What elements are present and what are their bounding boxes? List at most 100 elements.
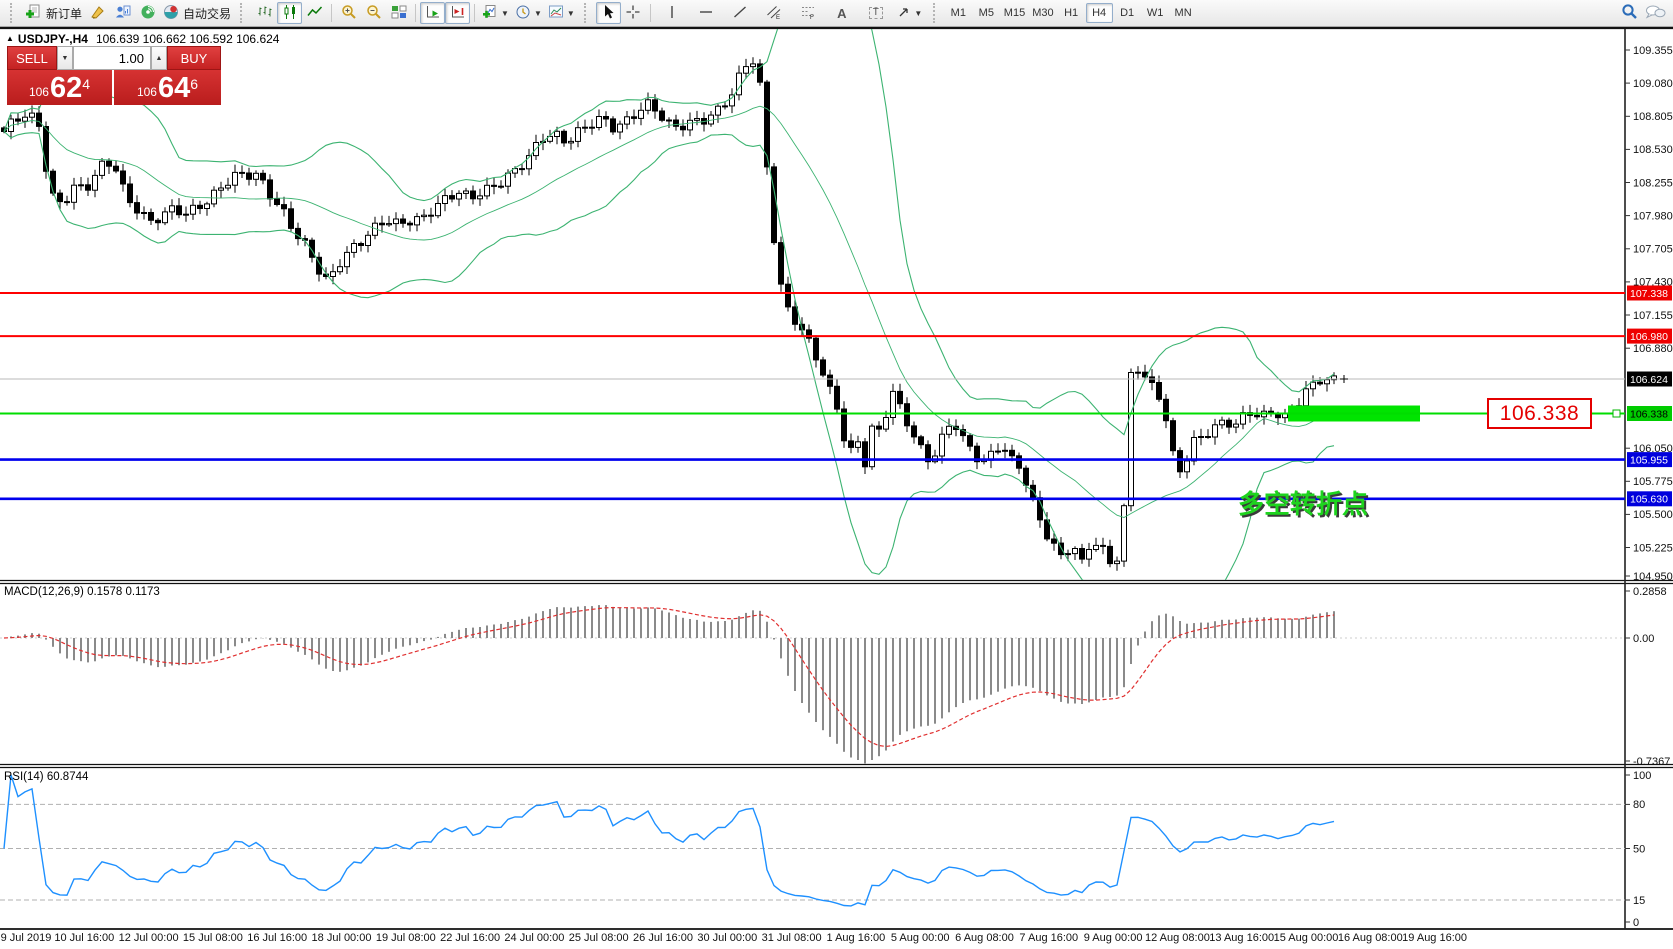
horizontal-lines[interactable] bbox=[0, 292, 1625, 501]
tab-timeframe-m30[interactable]: M30 bbox=[1029, 3, 1056, 23]
autotrading-button[interactable]: 自动交易 bbox=[160, 2, 234, 24]
horizontal-line-tool[interactable] bbox=[689, 2, 723, 24]
price-tag-106.624 bbox=[1627, 371, 1672, 387]
trendline-tool[interactable] bbox=[723, 2, 757, 24]
toolbar-grip bbox=[10, 3, 18, 23]
volume-input[interactable] bbox=[74, 49, 150, 67]
text-label-tool[interactable]: T bbox=[859, 2, 893, 24]
toolbar-separator bbox=[649, 4, 651, 22]
tab-timeframe-m15[interactable]: M15 bbox=[1001, 3, 1028, 23]
svg-text:80: 80 bbox=[1633, 799, 1645, 811]
indicators-button[interactable]: ▼ bbox=[479, 2, 512, 24]
zoom-in-icon bbox=[341, 4, 357, 23]
svg-text:0.2858: 0.2858 bbox=[1633, 586, 1667, 598]
chart-shift-button[interactable] bbox=[445, 2, 471, 24]
autotrading-icon bbox=[163, 4, 179, 23]
sell-price-prefix: 106 bbox=[28, 85, 49, 99]
candlestick-chart-button[interactable] bbox=[277, 2, 303, 24]
ohlc-values: 106.639 106.662 106.592 106.624 bbox=[95, 32, 280, 46]
svg-text:15 Aug 00:00: 15 Aug 00:00 bbox=[1274, 932, 1339, 944]
svg-text:109.080: 109.080 bbox=[1633, 78, 1673, 90]
collapse-triangle-icon[interactable]: ▲ bbox=[6, 34, 14, 43]
chart-title: ▲ USDJPY-,H4 106.639 106.662 106.592 106.6… bbox=[6, 32, 279, 46]
svg-text:26 Jul 16:00: 26 Jul 16:00 bbox=[633, 932, 693, 944]
toolbar-grip bbox=[583, 3, 592, 23]
tab-timeframe-d1[interactable]: D1 bbox=[1114, 3, 1141, 23]
tab-timeframe-h1[interactable]: H1 bbox=[1058, 3, 1085, 23]
dropdown-caret-icon: ▼ bbox=[533, 8, 542, 18]
price-tag-105.630 bbox=[1627, 491, 1672, 507]
auto-scroll-icon bbox=[425, 4, 441, 23]
svg-text:106.338: 106.338 bbox=[1630, 408, 1668, 420]
svg-text:6 Aug 08:00: 6 Aug 08:00 bbox=[955, 932, 1014, 944]
zoom-in-button[interactable] bbox=[336, 2, 361, 24]
chat-icon bbox=[1645, 4, 1666, 23]
vertical-line-tool[interactable] bbox=[655, 2, 689, 24]
tab-timeframe-mn[interactable]: MN bbox=[1170, 3, 1197, 23]
tab-timeframe-m5[interactable]: M5 bbox=[973, 3, 1000, 23]
fibonacci-tool[interactable]: F bbox=[791, 2, 825, 24]
price-axis[interactable]: 109.355 109.080 108.805 108.530 108.255 107.9… bbox=[1625, 45, 1673, 583]
volume-decrease-button[interactable]: ▼ bbox=[57, 46, 73, 70]
sell-price-big: 62 bbox=[49, 72, 83, 104]
equidistant-channel-tool[interactable]: E bbox=[757, 2, 791, 24]
sell-button[interactable]: SELL bbox=[7, 46, 57, 70]
buy-price-button[interactable]: 106 64 6 bbox=[114, 70, 221, 105]
chart-annotation-text: 多空转折点 bbox=[1238, 489, 1369, 519]
crosshair-button[interactable] bbox=[621, 2, 646, 24]
volume-increase-button[interactable]: ▲ bbox=[151, 46, 167, 70]
search-button[interactable] bbox=[1617, 2, 1642, 24]
templates-button[interactable]: ▼ bbox=[545, 2, 578, 24]
svg-text:107.155: 107.155 bbox=[1633, 310, 1673, 322]
crayon-icon bbox=[90, 4, 106, 23]
svg-text:7 Aug 16:00: 7 Aug 16:00 bbox=[1019, 932, 1078, 944]
hline-handle[interactable] bbox=[1612, 409, 1621, 418]
new-order-icon bbox=[25, 4, 42, 23]
sonar-icon bbox=[140, 4, 156, 23]
svg-text:105.955: 105.955 bbox=[1630, 455, 1668, 467]
chat-button[interactable] bbox=[1642, 2, 1669, 24]
svg-text:10 Jul 16:00: 10 Jul 16:00 bbox=[54, 932, 114, 944]
auto-scroll-button[interactable] bbox=[420, 2, 446, 24]
svg-text:22 Jul 16:00: 22 Jul 16:00 bbox=[440, 932, 500, 944]
sell-price-sup: 4 bbox=[82, 76, 91, 92]
svg-text:19 Aug 16:00: 19 Aug 16:00 bbox=[1402, 932, 1467, 944]
tab-timeframe-m1[interactable]: M1 bbox=[945, 3, 972, 23]
arrows-tool[interactable]: ▼ bbox=[893, 2, 927, 24]
styler-button[interactable] bbox=[85, 2, 110, 24]
cursor-button[interactable] bbox=[595, 2, 621, 24]
svg-text:25 Jul 08:00: 25 Jul 08:00 bbox=[569, 932, 629, 944]
line-chart-button[interactable] bbox=[302, 2, 327, 24]
svg-text:108.255: 108.255 bbox=[1633, 177, 1673, 189]
tab-timeframe-w1[interactable]: W1 bbox=[1142, 3, 1169, 23]
alerts-button[interactable] bbox=[135, 2, 160, 24]
new-order-button[interactable]: 新订单 bbox=[22, 2, 85, 24]
tab-timeframe-h4[interactable]: H4 bbox=[1085, 3, 1113, 23]
cursor-icon bbox=[600, 4, 616, 23]
sell-price-button[interactable]: 106 62 4 bbox=[7, 70, 112, 105]
zoom-out-icon bbox=[366, 4, 382, 23]
svg-text:13 Aug 16:00: 13 Aug 16:00 bbox=[1209, 932, 1274, 944]
bar-chart-button[interactable] bbox=[252, 2, 277, 24]
last-price-marker bbox=[1340, 375, 1348, 383]
profiles-button[interactable] bbox=[110, 2, 135, 24]
svg-text:109.355: 109.355 bbox=[1633, 45, 1673, 57]
svg-text:1 Aug 16:00: 1 Aug 16:00 bbox=[827, 932, 886, 944]
crosshair-icon bbox=[625, 4, 641, 23]
buy-price-big: 64 bbox=[157, 72, 191, 104]
svg-text:0: 0 bbox=[1633, 917, 1639, 929]
text-tool[interactable]: A bbox=[825, 2, 859, 24]
periods-button[interactable]: ▼ bbox=[512, 2, 545, 24]
price-tag-106.980 bbox=[1627, 328, 1672, 344]
dropdown-caret-icon: ▼ bbox=[914, 8, 923, 18]
time-axis[interactable]: 9 Jul 2019 10 Jul 16:00 12 Jul 00:00 15 Jul… bbox=[1, 932, 1467, 944]
buy-button[interactable]: BUY bbox=[167, 46, 221, 70]
svg-text:31 Jul 08:00: 31 Jul 08:00 bbox=[762, 932, 822, 944]
tile-windows-button[interactable] bbox=[386, 2, 411, 24]
zoom-out-button[interactable] bbox=[361, 2, 386, 24]
candlesticks bbox=[1, 57, 1337, 571]
buy-price-sup: 6 bbox=[190, 76, 199, 92]
svg-text:5 Aug 00:00: 5 Aug 00:00 bbox=[891, 932, 950, 944]
